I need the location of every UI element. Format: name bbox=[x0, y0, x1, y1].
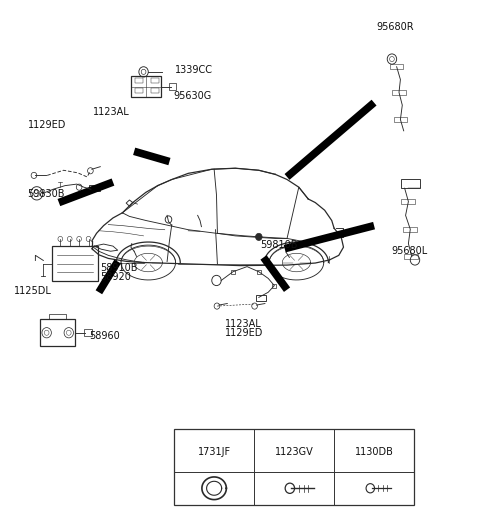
Bar bbox=[131, 76, 161, 97]
Bar bbox=[401, 199, 415, 204]
Bar bbox=[40, 320, 75, 346]
Bar bbox=[174, 429, 414, 505]
Bar bbox=[151, 78, 159, 83]
Text: 95680L: 95680L bbox=[392, 246, 428, 256]
Text: 1123GV: 1123GV bbox=[275, 447, 313, 457]
Text: 58920: 58920 bbox=[100, 272, 131, 282]
Bar bbox=[151, 88, 159, 94]
Text: 1123AL: 1123AL bbox=[225, 319, 262, 329]
Bar bbox=[134, 78, 143, 83]
Bar bbox=[394, 117, 407, 122]
Bar bbox=[89, 185, 100, 191]
Text: 95630G: 95630G bbox=[173, 92, 212, 101]
Bar bbox=[256, 295, 266, 301]
Text: 59830B: 59830B bbox=[27, 189, 65, 199]
Text: 1129ED: 1129ED bbox=[225, 328, 264, 338]
Text: 1125DL: 1125DL bbox=[14, 286, 52, 295]
Bar bbox=[84, 329, 92, 336]
Bar bbox=[401, 179, 420, 188]
Text: 1731JF: 1731JF bbox=[198, 447, 231, 457]
Text: 1130DB: 1130DB bbox=[355, 447, 394, 457]
Text: 95680R: 95680R bbox=[376, 22, 414, 32]
Bar bbox=[390, 64, 403, 70]
Bar bbox=[404, 254, 418, 259]
Text: 1123AL: 1123AL bbox=[93, 107, 130, 117]
Bar bbox=[393, 90, 406, 95]
Bar bbox=[134, 88, 143, 94]
Circle shape bbox=[255, 233, 262, 241]
Text: 1339CC: 1339CC bbox=[175, 65, 213, 75]
Bar bbox=[403, 226, 417, 232]
Text: 58910B: 58910B bbox=[100, 263, 137, 272]
Text: 1129ED: 1129ED bbox=[28, 120, 67, 130]
Bar bbox=[169, 83, 177, 90]
Text: 59810B: 59810B bbox=[260, 240, 298, 250]
Text: 58960: 58960 bbox=[89, 332, 120, 342]
Bar bbox=[52, 246, 98, 281]
